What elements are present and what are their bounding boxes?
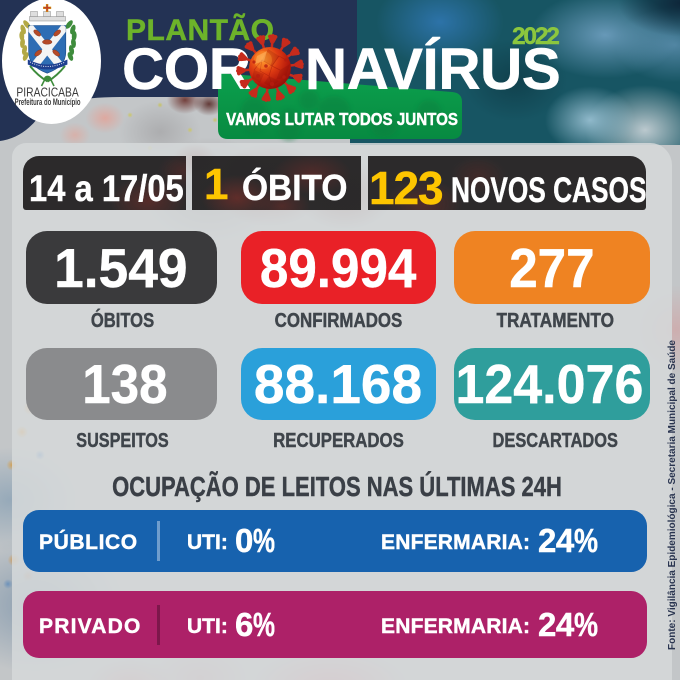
- svg-text:PIRACICABA: PIRACICABA: [16, 84, 78, 100]
- svg-text:Fonte: Vigilância Epidemiológi: Fonte: Vigilância Epidemiológica - Secre…: [667, 340, 678, 650]
- svg-text:Prefeitura do Município: Prefeitura do Município: [15, 97, 81, 108]
